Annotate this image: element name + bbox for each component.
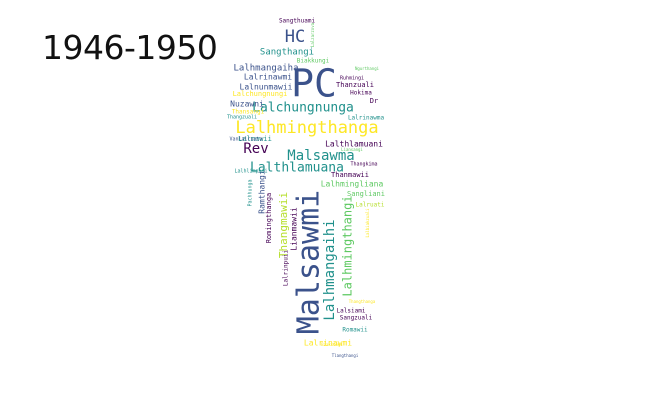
word-romingthanga: Romingthanga xyxy=(265,193,273,244)
word-thangzuali: Thangzuali xyxy=(227,115,257,121)
word-pachhunga: Pachhunga xyxy=(248,179,254,206)
word-sangthangi: Sangthangi xyxy=(260,48,314,58)
word-lalhmingthanga: Lalhmingthanga xyxy=(235,118,378,138)
word-biakkungi: Biakkungi xyxy=(297,58,330,65)
word-lalhlimpuii: Lalhlimpuii xyxy=(234,169,267,175)
word-malsawmi: Malsawmi xyxy=(292,190,327,335)
word-hc: HC xyxy=(285,27,305,47)
word-tlangthangi: Tlangthangi xyxy=(332,353,359,358)
word-thanmawii: Thanmawii xyxy=(331,171,369,179)
word-sangliani: Sangliani xyxy=(347,190,385,198)
word-thangthanga: Thangthanga xyxy=(349,299,376,304)
word-lalrinawmi-2: Lalrinawmi xyxy=(304,339,352,348)
word-lalchungnungi: Lalchungnungi xyxy=(233,90,288,98)
word-sangzuali: Sangzuali xyxy=(340,315,373,322)
word-lalruati: Lalruati xyxy=(356,202,385,209)
word-lalzarzova: Lalzarzova xyxy=(310,22,315,47)
word-lalrinawma: Lalrinawma xyxy=(348,115,385,122)
word-lalnunmawii: Lalnunmawii xyxy=(240,83,293,92)
word-dr: Dr xyxy=(370,97,378,105)
word-pc: PC xyxy=(291,62,337,106)
year-range-title: 1946-1950 xyxy=(42,28,218,67)
word-ramthangi: Ramthangi xyxy=(258,170,267,214)
word-lalbiakzuali: Lalbiakzuali xyxy=(365,208,370,237)
word-lalrinpuii: Lalrinpuii xyxy=(283,250,290,287)
word-nuzawni: Nuzawni xyxy=(230,100,264,109)
word-lianmawii: Lianmawii xyxy=(290,207,299,251)
word-thangkima: Thangkima xyxy=(350,162,377,168)
word-rev: Rev xyxy=(243,141,268,157)
word-vanlalruata: Vanlalruata xyxy=(229,137,262,143)
word-lalrinawmi-1: Lalrinawmi xyxy=(244,73,292,82)
word-romawii: Romawii xyxy=(342,327,368,334)
word-lalsiami: Lalsiami xyxy=(337,308,366,315)
word-sangthuami: Sangthuami xyxy=(279,18,316,25)
word-lalhmingliana: Lalhmingliana xyxy=(321,180,384,189)
word-biaksangi: Biaksangi xyxy=(321,342,343,347)
word-lalthlamuani: Lalthlamuani xyxy=(325,140,383,149)
word-thansangi: Thansangi xyxy=(232,109,265,116)
word-thangmawii: Thangmawii xyxy=(277,192,290,258)
word-hokima: Hokima xyxy=(350,90,372,97)
word-lalhmangaiha: Lalhmangaiha xyxy=(233,64,298,74)
word-thanzuali: Thanzuali xyxy=(336,81,374,89)
word-lalthlamuana: Lalthlamuana xyxy=(250,161,344,176)
word-lalmawii: Lalmawii xyxy=(238,135,272,143)
word-liansangi: Liansangi xyxy=(341,147,363,152)
word-lalhmangaihi: Lalhmangaihi xyxy=(322,219,338,320)
word-ngurthangi: Ngurthangi xyxy=(355,66,380,71)
word-lalhmingthangi: Lalhmingthangi xyxy=(341,195,355,296)
word-lalchungnunga: Lalchungnunga xyxy=(252,101,354,116)
word-malsawma: Malsawma xyxy=(287,148,354,164)
word-ruhmingi: Ruhmingi xyxy=(340,76,364,82)
